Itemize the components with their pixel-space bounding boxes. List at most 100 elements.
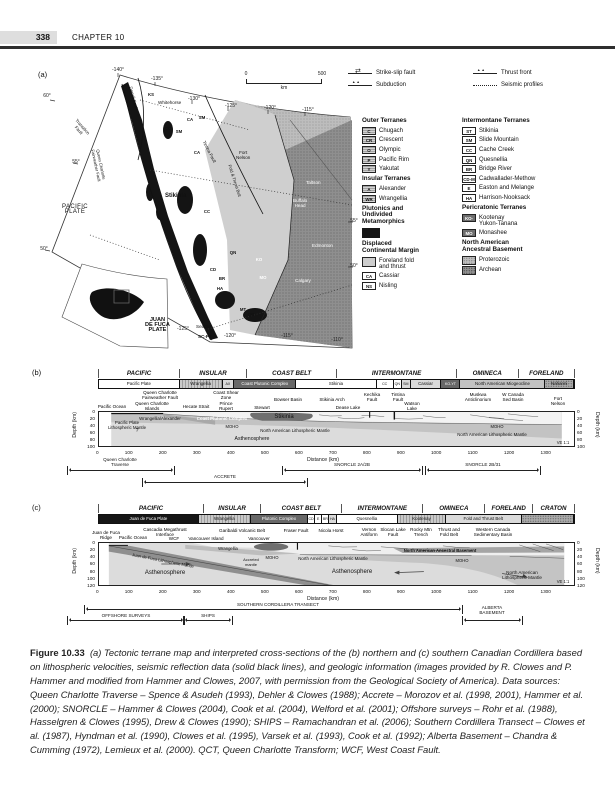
feature-label: Coast Shear Zone xyxy=(213,390,239,401)
depth-axis-title: Depth (km) xyxy=(594,412,600,438)
terrane-swatch: E xyxy=(462,184,476,193)
distance-tick: 1300 xyxy=(540,589,551,594)
belt-foreland: FORELAND xyxy=(517,369,575,378)
legend-item: NS Nisling xyxy=(362,281,457,290)
legend-line-item: Thrust front xyxy=(473,68,592,77)
legend-item: O Olympic xyxy=(362,145,457,154)
feature-label: Prince Rupert xyxy=(219,401,233,412)
legend-item: KO-YT Kootenay Yukon-Tanana xyxy=(462,213,592,229)
moho-line-east xyxy=(509,556,565,559)
legend-item: ST Stikinia xyxy=(462,126,592,135)
distance-tick: 500 xyxy=(260,589,269,594)
terrane-swatch xyxy=(462,266,476,276)
terrane-swatch: ST xyxy=(462,126,476,135)
survey-arrow-offshore xyxy=(67,616,185,625)
depth-tick: 120 xyxy=(87,583,95,589)
survey-label-sct: SOUTHERN CORDILLERA TRANSECT xyxy=(236,602,320,607)
feature-label: Slocan Lake Fault xyxy=(380,527,406,538)
distance-tick: 1100 xyxy=(467,589,478,594)
lat-label: 60° xyxy=(43,93,51,99)
depth-axis-title: Depth (km) xyxy=(594,548,600,574)
legend-item: BR Bridge River xyxy=(462,165,592,174)
distance-tick: 800 xyxy=(362,450,371,455)
terrane-nahanni: Nahanni xyxy=(545,380,574,388)
terrane-swatch: QN xyxy=(462,155,476,164)
distance-tick: 1200 xyxy=(503,589,515,594)
feature-label: W Canada Sed Basin xyxy=(502,392,524,403)
terrane-wrangellia: Wrangellia xyxy=(198,515,251,523)
belt-pacific: PACIFIC xyxy=(98,369,179,378)
legend-item xyxy=(362,227,457,238)
feature-label: Dease Lake xyxy=(335,405,361,410)
belt-insular: INSULAR xyxy=(179,369,246,378)
depth-tick: 40 xyxy=(89,554,95,560)
section-label: MOHO xyxy=(455,558,469,563)
inset-map xyxy=(61,263,169,349)
feature-label: Nicola Horst xyxy=(318,528,344,533)
crust xyxy=(111,412,562,425)
lon-label: -140° xyxy=(111,67,125,73)
legend-item: CR Crescent xyxy=(362,136,457,145)
seismic-profile-line xyxy=(149,169,353,206)
panel-a-tag: (a) xyxy=(38,70,48,79)
ancestral-basement-band xyxy=(393,546,565,554)
terrane-code: CD xyxy=(209,267,217,272)
distance-tick: 600 xyxy=(294,450,303,455)
belt-foreland: FORELAND xyxy=(484,504,532,513)
feature-label: Queen Charlotte Fairweather Fault xyxy=(142,390,178,401)
ocean-floor xyxy=(111,412,164,415)
terrane-code: KO xyxy=(255,257,263,262)
shear-zone-line xyxy=(289,119,353,201)
section-label: MOHO xyxy=(490,424,504,429)
survey-arrow-snorcle-east xyxy=(425,466,541,475)
reflection-lines xyxy=(318,413,539,421)
map-line-legend: Strike-slip fault Thrust front Subductio… xyxy=(348,67,592,89)
legend-item: WR Wrangellia xyxy=(362,194,457,203)
southern-cross-section xyxy=(98,542,575,586)
depth-axis-title: Depth (km) xyxy=(72,412,78,438)
depth-tick: 80 xyxy=(577,568,583,574)
legend-section-displaced-margin: Displaced Continental Margin Foreland fo… xyxy=(362,240,457,290)
distance-tick: 400 xyxy=(226,589,235,594)
terrane-koyt: KO-YT xyxy=(441,380,461,388)
terrane-pacific-plate: Pacific Plate xyxy=(99,380,180,388)
legend-section-insular: Insular Terranes A Alexander WR Wrangell… xyxy=(362,175,457,203)
terrane-qn: QN xyxy=(394,380,403,388)
survey-arrow-accrete xyxy=(142,478,308,487)
seattle-label: Seattle xyxy=(196,324,211,329)
depth-tick: 100 xyxy=(87,443,95,449)
distance-tick: 900 xyxy=(396,589,405,594)
plutonic-blob xyxy=(163,121,173,139)
lon-label: -110° xyxy=(331,337,343,343)
terrane-e: E xyxy=(315,515,323,523)
pacific-plate-label: PACIFIC PLATE xyxy=(62,204,89,215)
coast-plutonic-body xyxy=(250,412,313,421)
queen-charlotte-fault-line xyxy=(121,83,213,341)
depth-tick: 40 xyxy=(89,422,95,428)
terrane-wrangellia: Wrangellia xyxy=(179,380,223,388)
belt-coast: COAST BELT xyxy=(245,369,337,378)
feature-label: Stewart xyxy=(254,405,270,410)
thrust-front-line xyxy=(254,114,295,336)
na-lithosphere-mantle xyxy=(299,554,565,585)
terrane-code: CC xyxy=(164,126,172,131)
distance-axis: 0 100 200 300 400 500 600 700 800 900 1000 1100 1200… xyxy=(96,589,551,594)
lat-label: 50° xyxy=(350,263,358,269)
terrane-code: HA xyxy=(216,286,224,291)
feature-label: Tintina Fault xyxy=(391,392,405,403)
feature-label: Vernon Antiform xyxy=(360,527,378,538)
pacific-slab xyxy=(163,414,216,425)
legend-item: E Easton and Melange xyxy=(462,184,592,193)
denali-fault-line xyxy=(137,77,145,161)
terrane-juan-de-fuca: Juan de Fuca Plate xyxy=(99,515,199,523)
feature-label: Juan de Fuca Ridge xyxy=(92,530,120,541)
distance-tick: 1000 xyxy=(430,589,442,594)
depth-tick: 100 xyxy=(87,576,95,582)
depth-axis-right: 0 20 40 60 80 100 120 xyxy=(577,540,588,589)
survey-label-snorcle-west: SNORCLE 2A/2B xyxy=(334,462,370,467)
lon-label: -130° xyxy=(187,96,201,102)
section-label: Stikinia xyxy=(274,414,294,420)
legend-item: Archean xyxy=(462,266,592,276)
legend-item: MO Monashee xyxy=(462,229,592,238)
